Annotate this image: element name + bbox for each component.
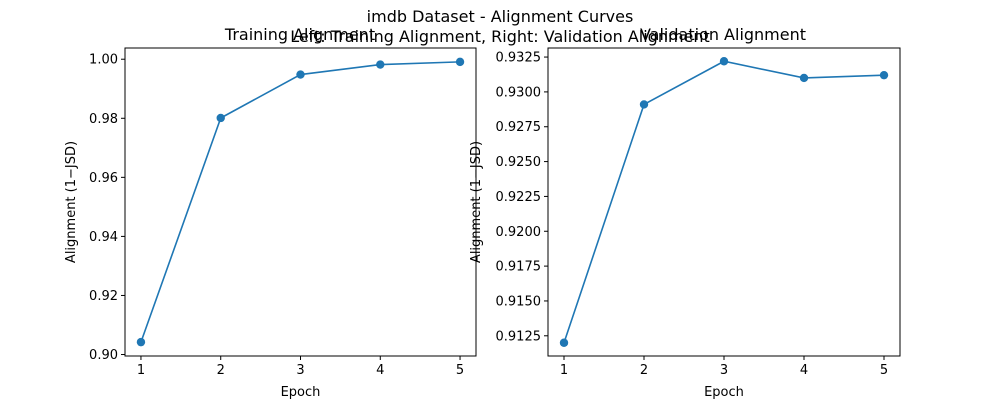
validation-y-tick-label: 0.9175	[496, 260, 542, 275]
training-y-tick-label: 0.92	[89, 289, 118, 304]
training-x-tick-label: 4	[376, 363, 384, 378]
validation-y-tick-label: 0.9150	[496, 294, 542, 309]
validation-y-tick-label: 0.9325	[496, 51, 542, 66]
validation-x-tick-label: 5	[880, 363, 888, 378]
validation-x-tick-label: 2	[640, 363, 648, 378]
validation-x-tick-label: 1	[560, 363, 568, 378]
validation-ticks: 1 2 3 4 5 0.9125 0.9150 0.9175 0.9200 0.9225 0.925…	[496, 51, 889, 378]
training-y-axis-label: Alignment (1−JSD)	[64, 141, 79, 263]
validation-alignment-axes: Validation Alignment 1 2 3 4 5 0.9125 0.9150 0.…	[469, 25, 901, 400]
training-data-point	[455, 57, 465, 67]
training-axes-title: Training Alignment	[224, 25, 375, 44]
validation-x-tick-label: 3	[720, 363, 728, 378]
training-ticks: 1 2 3 4 5 0.90 0.92 0.94 0.96 0.98 1.00	[89, 53, 464, 378]
training-data-point	[136, 337, 146, 347]
validation-x-axis-label: Epoch	[704, 385, 744, 400]
validation-y-tick-label: 0.9200	[496, 225, 542, 240]
training-y-tick-label: 0.98	[89, 112, 118, 127]
training-x-tick-label: 5	[456, 363, 464, 378]
figure-suptitle-line1: imdb Dataset - Alignment Curves	[367, 7, 634, 26]
validation-y-tick-label: 0.9125	[496, 329, 542, 344]
validation-data-point	[639, 100, 649, 109]
training-marks	[136, 57, 465, 347]
training-y-tick-label: 0.96	[89, 171, 118, 186]
figure-suptitle-line2: Left: Training Alignment, Right: Validat…	[290, 27, 710, 46]
validation-x-tick-label: 4	[800, 363, 808, 378]
validation-y-tick-label: 0.9250	[496, 155, 542, 170]
training-x-tick-label: 3	[296, 363, 304, 378]
training-alignment-axes: Training Alignment 1 2 3 4 5 0.90 0.92 0.94 0.96…	[64, 25, 477, 400]
validation-marks	[559, 57, 889, 347]
training-y-tick-label: 0.90	[89, 348, 118, 363]
training-x-tick-label: 1	[137, 363, 145, 378]
training-x-axis-label: Epoch	[281, 385, 321, 400]
training-data-point	[216, 113, 225, 123]
training-y-tick-label: 1.00	[89, 53, 118, 68]
validation-y-axis-label: Alignment (1−JSD)	[469, 141, 484, 263]
validation-data-point	[559, 338, 569, 347]
validation-y-tick-label: 0.9300	[496, 85, 542, 100]
validation-data-point	[879, 70, 889, 80]
validation-data-point	[799, 73, 809, 83]
training-data-point	[376, 60, 385, 69]
validation-data-point	[719, 57, 729, 66]
validation-y-tick-label: 0.9225	[496, 190, 542, 205]
training-x-tick-label: 2	[217, 363, 225, 378]
validation-axes-title: Validation Alignment	[640, 25, 806, 44]
training-data-point	[296, 70, 305, 79]
validation-y-tick-label: 0.9275	[496, 120, 542, 135]
training-y-tick-label: 0.94	[89, 230, 118, 245]
